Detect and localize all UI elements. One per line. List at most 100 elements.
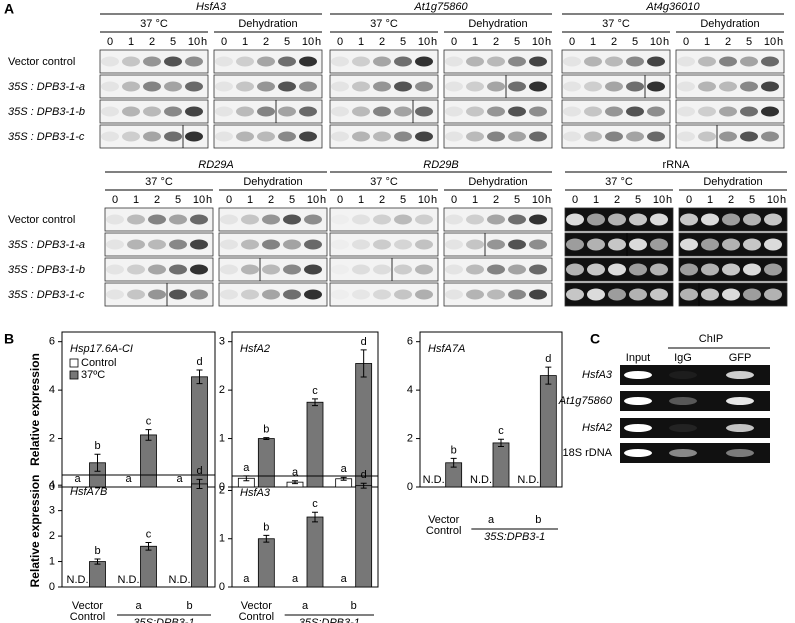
- x-tick-label: Vector Control: [425, 514, 462, 537]
- blot: [561, 74, 671, 99]
- blot-band: [415, 289, 433, 300]
- x-tick-label: b: [535, 514, 542, 526]
- time-label: 2: [263, 36, 269, 48]
- error-bar: [312, 511, 318, 523]
- blot-band: [352, 106, 370, 117]
- blot-band: [143, 56, 161, 67]
- blot-band: [236, 56, 254, 67]
- blot-band: [508, 81, 526, 92]
- blot: [561, 99, 671, 124]
- significance-letter: a: [125, 473, 132, 485]
- blot-band: [299, 106, 317, 117]
- blot-band: [529, 264, 547, 275]
- blot: [329, 74, 439, 99]
- blot-band: [584, 131, 602, 142]
- time-label: 0: [226, 194, 232, 206]
- blot: [561, 124, 671, 149]
- blot-band: [241, 289, 259, 300]
- blot-band: [169, 289, 187, 300]
- blot-band: [394, 289, 412, 300]
- blot-band: [529, 214, 547, 225]
- blot-band: [529, 56, 547, 67]
- blot-band: [466, 106, 484, 117]
- blot-band: [487, 264, 505, 275]
- blot-band: [148, 214, 166, 225]
- blot-band: [257, 56, 275, 67]
- blot: [443, 207, 553, 232]
- x-tick-label: b: [186, 600, 193, 612]
- blot-band: [680, 238, 698, 251]
- y-tick-label: 0: [219, 481, 225, 493]
- bar: [140, 434, 157, 488]
- y-tick-label: 1: [219, 533, 225, 545]
- error-bar: [450, 457, 457, 468]
- blot-band: [529, 239, 547, 250]
- blot-band: [722, 213, 740, 226]
- blot-band: [701, 263, 719, 276]
- panel-label: A: [4, 1, 14, 17]
- legend-label: Control: [81, 357, 116, 369]
- y-axis-label: Relative expression: [28, 353, 42, 466]
- blot-band: [220, 264, 238, 275]
- time-label: 2: [611, 36, 617, 48]
- condition-label: 37 °C: [140, 18, 168, 30]
- blot-band: [394, 264, 412, 275]
- time-label: 1: [242, 36, 248, 48]
- blot: [99, 99, 209, 124]
- chart-title: HsfA2: [240, 343, 270, 355]
- time-label: 10: [302, 36, 314, 48]
- significance-letter: d: [196, 465, 202, 477]
- time-unit: h: [201, 36, 207, 48]
- bar: [89, 561, 106, 588]
- blot-band: [605, 131, 623, 142]
- blot-band: [143, 81, 161, 92]
- significance-letter: d: [545, 353, 551, 365]
- time-label: 5: [514, 36, 520, 48]
- gel-lane-strip: [620, 418, 770, 438]
- blot: [443, 49, 553, 74]
- significance-letter: d: [361, 469, 367, 481]
- error-bar: [312, 398, 318, 407]
- blot-band: [722, 263, 740, 276]
- row-label: HsfA2: [582, 422, 612, 434]
- blot-band: [680, 263, 698, 276]
- blot-band: [331, 106, 349, 117]
- blot-band: [508, 106, 526, 117]
- blot-band: [487, 239, 505, 250]
- blot-band: [626, 131, 644, 142]
- time-label: 10: [418, 36, 430, 48]
- time-label: 5: [284, 36, 290, 48]
- blot-band: [220, 289, 238, 300]
- blot-band: [647, 81, 665, 92]
- blot-band: [101, 131, 119, 142]
- blot-band: [257, 106, 275, 117]
- bar: [539, 375, 557, 488]
- blot-band: [127, 264, 145, 275]
- time-label: 1: [247, 194, 253, 206]
- significance-letter: b: [94, 440, 100, 452]
- plot-frame: [231, 475, 379, 588]
- blot-band: [761, 81, 779, 92]
- significance-letter: c: [146, 416, 152, 428]
- gene-label: RD29B: [423, 159, 458, 171]
- blot-band: [164, 106, 182, 117]
- significance-letter: a: [292, 467, 299, 479]
- time-label: 5: [514, 194, 520, 206]
- y-axis-label: Relative expression: [28, 475, 42, 588]
- condition-label: Dehydration: [243, 176, 302, 188]
- blot-band: [650, 263, 668, 276]
- significance-letter: a: [176, 473, 183, 485]
- time-label: 1: [358, 36, 364, 48]
- y-tick-label: 4: [49, 479, 55, 491]
- condition-label: 37 °C: [145, 176, 173, 188]
- time-label: 0: [451, 194, 457, 206]
- time-label: 5: [635, 194, 641, 206]
- time-label: 1: [590, 36, 596, 48]
- bar: [355, 485, 373, 588]
- blot: [213, 49, 323, 74]
- plot-frame: [419, 331, 563, 488]
- chart-title: HsfA7A: [428, 343, 465, 355]
- blot-band: [626, 56, 644, 67]
- panel-label: B: [4, 331, 14, 347]
- blot-band: [445, 81, 463, 92]
